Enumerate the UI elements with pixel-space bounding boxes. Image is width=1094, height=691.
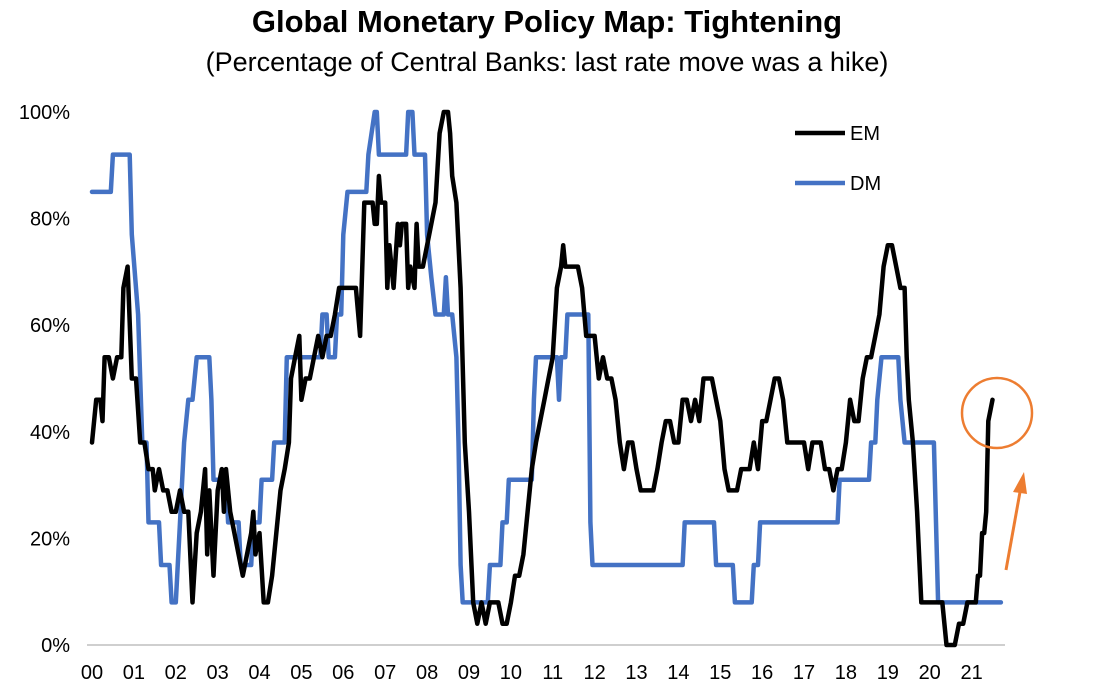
x-tick-label: 00 [81, 662, 103, 684]
y-tick-label: 80% [30, 209, 70, 231]
y-tick-label: 100% [19, 102, 70, 124]
x-tick-label: 03 [207, 662, 229, 684]
x-tick-label: 02 [165, 662, 187, 684]
x-tick-label: 06 [332, 662, 354, 684]
series-line-dm [89, 109, 1004, 605]
x-tick-label: 20 [919, 662, 941, 684]
legend-label-em: EM [850, 123, 880, 145]
x-tick-label: 16 [751, 662, 773, 684]
chart-subtitle: (Percentage of Central Banks: last rate … [205, 47, 889, 77]
x-tick-label: 10 [500, 662, 522, 684]
x-tick-label: 08 [416, 662, 438, 684]
upward-arrow-head [1013, 472, 1027, 494]
series-lines [89, 109, 1004, 648]
legend: EM DM [795, 123, 881, 195]
upward-arrow-shaft [1004, 491, 1022, 571]
x-tick-label: 07 [374, 662, 396, 684]
y-tick-label: 20% [30, 528, 70, 550]
x-tick-label: 14 [667, 662, 689, 684]
chart-title: Global Monetary Policy Map: Tightening [251, 4, 843, 39]
x-tick-label: 01 [123, 662, 145, 684]
x-tick-label: 05 [290, 662, 312, 684]
series-line-em [89, 109, 995, 648]
y-tick-label: 40% [30, 422, 70, 444]
annotations [960, 376, 1034, 571]
x-tick-label: 09 [458, 662, 480, 684]
x-tick-label: 11 [542, 662, 563, 684]
x-tick-label: 21 [960, 662, 982, 684]
y-axis: 0% 20% 40% 60% 80% 100% [19, 102, 70, 657]
legend-label-dm: DM [850, 173, 881, 195]
x-tick-label: 13 [625, 662, 647, 684]
x-tick-label: 15 [709, 662, 731, 684]
x-axis: 00 01 02 03 04 05 06 07 08 09 10 11 12 13 14 15 16 17 18 19… [81, 662, 983, 684]
x-tick-label: 04 [248, 662, 270, 684]
x-tick-label: 17 [793, 662, 815, 684]
x-tick-label: 18 [835, 662, 857, 684]
y-tick-label: 60% [30, 315, 70, 337]
y-tick-label: 0% [41, 635, 70, 657]
x-tick-label: 19 [877, 662, 899, 684]
x-tick-label: 12 [583, 662, 605, 684]
highlight-circle [960, 376, 1034, 450]
